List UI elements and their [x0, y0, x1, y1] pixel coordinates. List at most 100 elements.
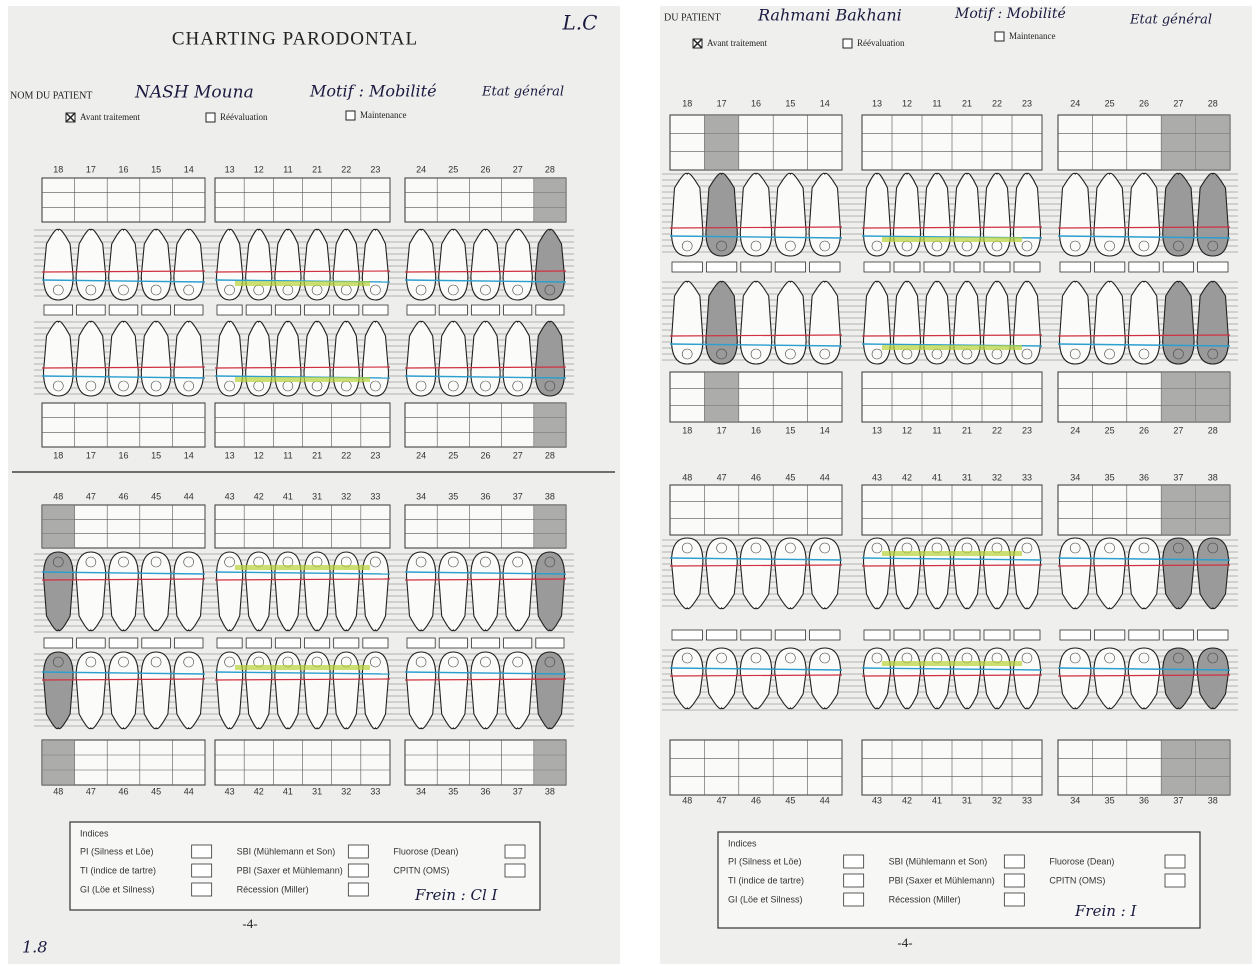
patient-label: NOM DU PATIENT [10, 90, 92, 101]
page-number: -4- [242, 916, 257, 931]
index-box [348, 864, 368, 877]
tooth-number: 42 [902, 795, 912, 805]
tooth [1128, 281, 1159, 364]
tooth [1014, 281, 1041, 364]
mobility-box [1163, 630, 1193, 640]
tooth-number: 22 [341, 450, 351, 460]
tooth-number: 12 [902, 98, 912, 108]
tooth-number: 18 [53, 164, 63, 174]
tooth [141, 552, 171, 631]
tooth [439, 552, 468, 631]
tooth [706, 281, 737, 364]
tooth [1163, 281, 1194, 364]
frein-note: Frein : I [1074, 902, 1138, 920]
index-box [192, 845, 212, 858]
mobility-box [1094, 630, 1124, 640]
checkbox-label: Avant traitement [80, 112, 141, 122]
mobility-box [984, 262, 1010, 272]
tooth-number: 37 [513, 786, 523, 796]
shaded-cell [534, 505, 566, 548]
index-box [192, 864, 212, 877]
tooth [246, 652, 272, 729]
tooth [775, 173, 806, 256]
tooth [984, 173, 1011, 256]
tooth [44, 321, 74, 396]
checkbox [995, 32, 1004, 41]
mobility-box [471, 638, 499, 648]
tooth [894, 173, 921, 256]
tooth-number: 38 [545, 491, 555, 501]
tooth [76, 321, 106, 396]
mobility-box [536, 305, 564, 315]
checkbox [346, 111, 355, 120]
shaded-cell [1161, 372, 1195, 422]
frein-note: Frein : Cl I [414, 886, 499, 904]
chart-grid [42, 178, 205, 222]
tooth [407, 652, 436, 729]
mobility-box [1014, 630, 1040, 640]
index-label: PBI (Saxer et Mühlemann) [237, 865, 343, 875]
checkbox-label: Avant traitement [707, 38, 768, 48]
tooth-number: 11 [283, 164, 292, 174]
tooth-number: 42 [254, 786, 264, 796]
mobility-box [44, 638, 73, 648]
shaded-cell [1161, 485, 1195, 535]
tooth-number: 43 [872, 795, 882, 805]
index-label: Récession (Miller) [237, 884, 309, 894]
tooth [924, 281, 951, 364]
mobility-box [775, 630, 805, 640]
tooth [1197, 173, 1228, 256]
tooth-number: 11 [932, 425, 941, 435]
index-label: SBI (Mühlemann et Son) [889, 856, 988, 866]
mobility-box [246, 638, 271, 648]
mobility-box [504, 638, 532, 648]
tooth-number: 26 [480, 450, 490, 460]
tooth [217, 552, 243, 631]
checkbox-label: Maintenance [1009, 31, 1055, 41]
tooth-number: 25 [1105, 425, 1115, 435]
checkbox-label: Réévaluation [220, 112, 268, 122]
tooth [864, 281, 891, 364]
tooth-number: 15 [785, 425, 795, 435]
tooth-number: 28 [545, 164, 555, 174]
tooth-number: 32 [992, 472, 1002, 482]
shaded-cell [704, 115, 738, 170]
tooth-number: 15 [151, 450, 161, 460]
tooth-number: 28 [545, 450, 555, 460]
tooth [109, 652, 139, 729]
mobility-box [984, 630, 1010, 640]
tooth [809, 281, 840, 364]
tooth-number: 32 [341, 786, 351, 796]
tooth-number: 17 [86, 164, 96, 174]
tooth-number: 17 [86, 450, 96, 460]
tooth [44, 552, 74, 631]
mobility-box [864, 262, 890, 272]
tooth-number: 31 [312, 786, 322, 796]
tooth-number: 38 [1208, 795, 1218, 805]
tooth-number: 34 [416, 786, 426, 796]
tooth-number: 44 [184, 786, 194, 796]
tooth-number: 38 [545, 786, 555, 796]
checkbox [206, 113, 215, 122]
tooth-number: 32 [992, 795, 1002, 805]
shaded-cell [534, 178, 566, 222]
tooth-number: 21 [962, 98, 972, 108]
tooth-number: 14 [820, 425, 830, 435]
tooth [894, 281, 921, 364]
tooth-number: 12 [902, 425, 912, 435]
index-label: TI (indice de tartre) [728, 875, 804, 885]
tooth-number: 24 [416, 450, 426, 460]
chart-grid [670, 740, 842, 795]
shaded-cell [704, 372, 738, 422]
plaque-band [882, 237, 1022, 242]
tooth-number: 35 [448, 786, 458, 796]
mobility-box [217, 638, 242, 648]
tooth-number: 45 [785, 472, 795, 482]
tooth-number: 35 [448, 491, 458, 501]
index-label: TI (indice de tartre) [80, 865, 156, 875]
chart-grid [42, 403, 205, 447]
checkbox [843, 39, 852, 48]
shaded-cell [1161, 740, 1195, 795]
tooth-number: 25 [448, 450, 458, 460]
tooth-number: 15 [785, 98, 795, 108]
